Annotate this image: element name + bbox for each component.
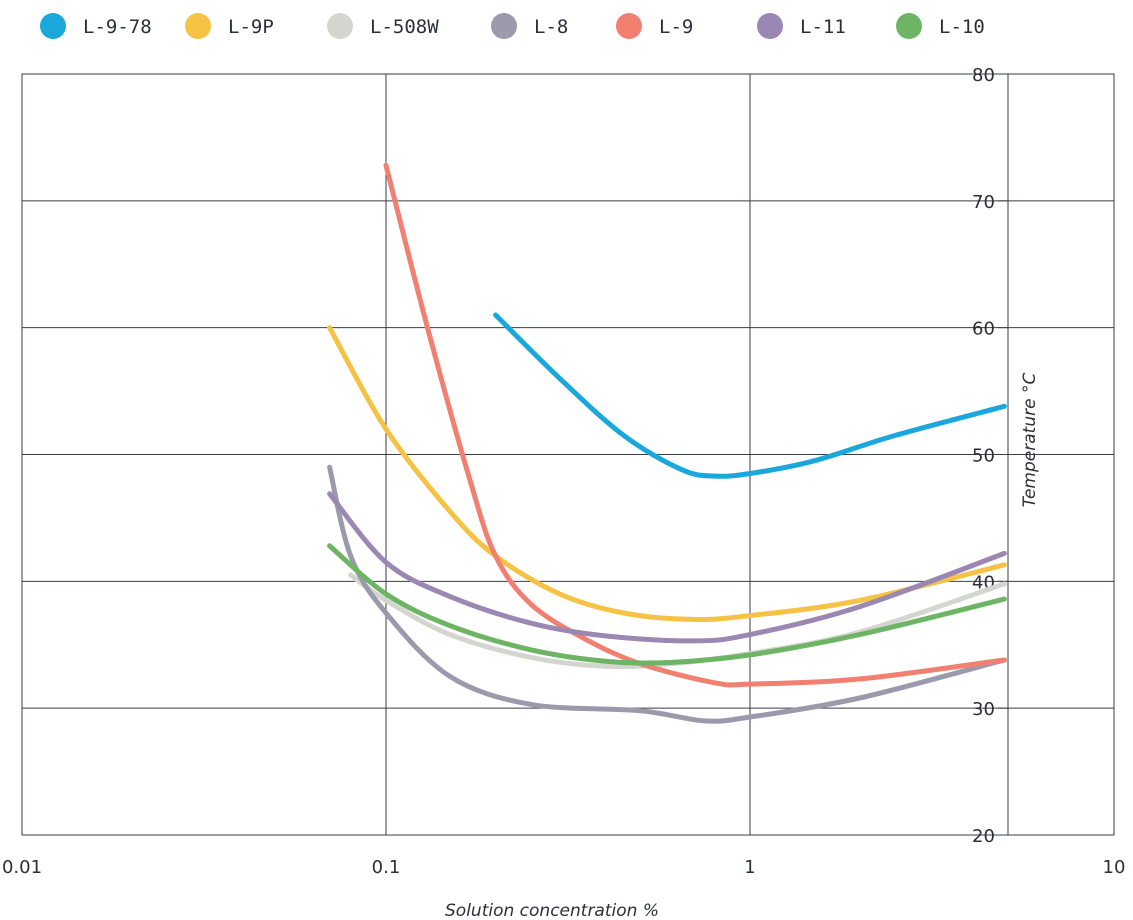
legend-label: L-508W bbox=[370, 16, 439, 38]
series-lines bbox=[327, 162, 1007, 724]
y-tick-label: 50 bbox=[972, 446, 995, 467]
legend-swatch bbox=[40, 13, 66, 39]
legend-swatch bbox=[896, 13, 922, 39]
series-line-l-10 bbox=[327, 543, 1007, 666]
legend-label: L-9 bbox=[659, 16, 693, 38]
legend-swatch bbox=[491, 13, 517, 39]
y-tick-label: 20 bbox=[972, 826, 995, 847]
series-line-l-9p bbox=[327, 325, 1007, 622]
series-line-l-9-78 bbox=[493, 312, 1007, 479]
x-tick-label: 1 bbox=[744, 857, 755, 878]
legend: L-9-78 L-9P L-508W L-8 L-9 L-11 L-10 bbox=[40, 13, 985, 39]
legend-label: L-9-78 bbox=[83, 16, 152, 38]
legend-swatch bbox=[616, 13, 642, 39]
x-axis-title: Solution concentration % bbox=[445, 901, 659, 920]
series-line-l-8 bbox=[327, 464, 1007, 724]
legend-label: L-9P bbox=[228, 16, 274, 38]
y-tick-label: 80 bbox=[972, 65, 995, 86]
grid bbox=[21, 73, 1115, 836]
x-tick-label: 10 bbox=[1103, 857, 1126, 878]
legend-label: L-8 bbox=[534, 16, 568, 38]
x-tick-label: 0.01 bbox=[2, 857, 42, 878]
legend-swatch bbox=[757, 13, 783, 39]
x-tick-label: 0.1 bbox=[372, 857, 401, 878]
y-tick-label: 70 bbox=[972, 192, 995, 213]
legend-label: L-10 bbox=[939, 16, 985, 38]
series-line-l-9 bbox=[383, 162, 1007, 688]
x-axis-ticks: 0.01 0.1 1 10 bbox=[2, 857, 1125, 878]
y-tick-label: 30 bbox=[972, 699, 995, 720]
series-line-l-11 bbox=[327, 491, 1007, 644]
legend-swatch bbox=[185, 13, 211, 39]
y-axis-title: Temperature °C bbox=[1020, 373, 1040, 508]
legend-label: L-11 bbox=[800, 16, 846, 38]
legend-swatch bbox=[327, 13, 353, 39]
y-tick-label: 60 bbox=[972, 319, 995, 340]
